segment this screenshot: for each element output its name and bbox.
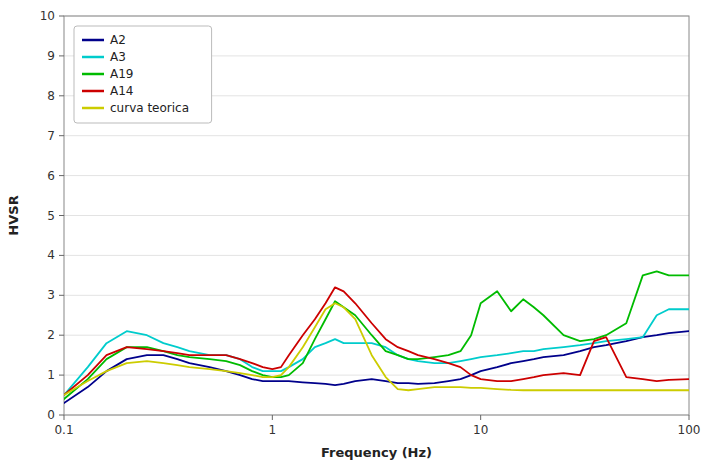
plot-frame (64, 16, 689, 415)
y-tick (59, 95, 64, 96)
legend-swatch (82, 107, 104, 110)
y-tick (59, 175, 64, 176)
legend-box (74, 26, 212, 123)
y-tick (59, 375, 64, 376)
legend-label: A2 (110, 33, 126, 47)
legend-swatch (82, 39, 104, 42)
chart: 0.1 1 10 100 0 1 2 3 4 5 6 7 8 9 10 Frequency (Hz) HVSR A… (0, 0, 711, 473)
x-tick (272, 415, 273, 420)
y-axis-label: HVSR (6, 195, 21, 235)
y-tick (59, 415, 64, 416)
x-tick-label: 100 (678, 423, 701, 437)
series-line (64, 287, 689, 395)
legend: A2 A3 A19 A14 curva teorica (74, 26, 212, 123)
y-tick (59, 55, 64, 56)
series-line (64, 309, 689, 395)
series-line (64, 303, 689, 395)
series-group (64, 271, 689, 403)
y-tick (59, 255, 64, 256)
x-tick (64, 415, 65, 420)
legend-label: A19 (110, 67, 133, 81)
y-tick (59, 215, 64, 216)
y-tick (59, 335, 64, 336)
y-tick-label: 10 (40, 9, 55, 23)
legend-swatch (82, 90, 104, 93)
legend-label: A14 (110, 84, 133, 98)
y-tick-label: 0 (47, 408, 55, 422)
y-tick-label: 4 (47, 248, 55, 262)
y-tick-label: 1 (47, 368, 55, 382)
grid-line (64, 375, 689, 376)
x-axis-label: Frequency (Hz) (321, 445, 432, 460)
x-tick (689, 415, 690, 420)
y-tick (59, 295, 64, 296)
y-tick-label: 2 (47, 328, 55, 342)
grid-line (64, 335, 689, 336)
legend-swatch (82, 56, 104, 59)
legend-swatch (82, 73, 104, 76)
grid-line (64, 295, 689, 296)
series-line (64, 271, 689, 399)
x-tick (480, 415, 481, 420)
legend-label: A3 (110, 50, 126, 64)
y-tick (59, 135, 64, 136)
x-tick-label: 10 (473, 423, 488, 437)
x-tick-label: 0.1 (54, 423, 73, 437)
plot-area (64, 16, 689, 415)
grid-line (64, 135, 689, 136)
x-axis: 0.1 1 10 100 (54, 415, 700, 437)
y-axis: 0 1 2 3 4 5 6 7 8 9 10 (40, 9, 64, 422)
y-tick-label: 9 (47, 49, 55, 63)
grid-line (64, 175, 689, 176)
legend-label: curva teorica (110, 101, 189, 115)
y-tick-label: 3 (47, 288, 55, 302)
x-tick-label: 1 (269, 423, 277, 437)
y-tick-label: 5 (47, 209, 55, 223)
grid-line (64, 215, 689, 216)
y-tick-label: 6 (47, 169, 55, 183)
y-tick-label: 7 (47, 129, 55, 143)
y-tick-label: 8 (47, 89, 55, 103)
grid-line (64, 255, 689, 256)
y-tick (59, 16, 64, 17)
grid (64, 16, 689, 415)
